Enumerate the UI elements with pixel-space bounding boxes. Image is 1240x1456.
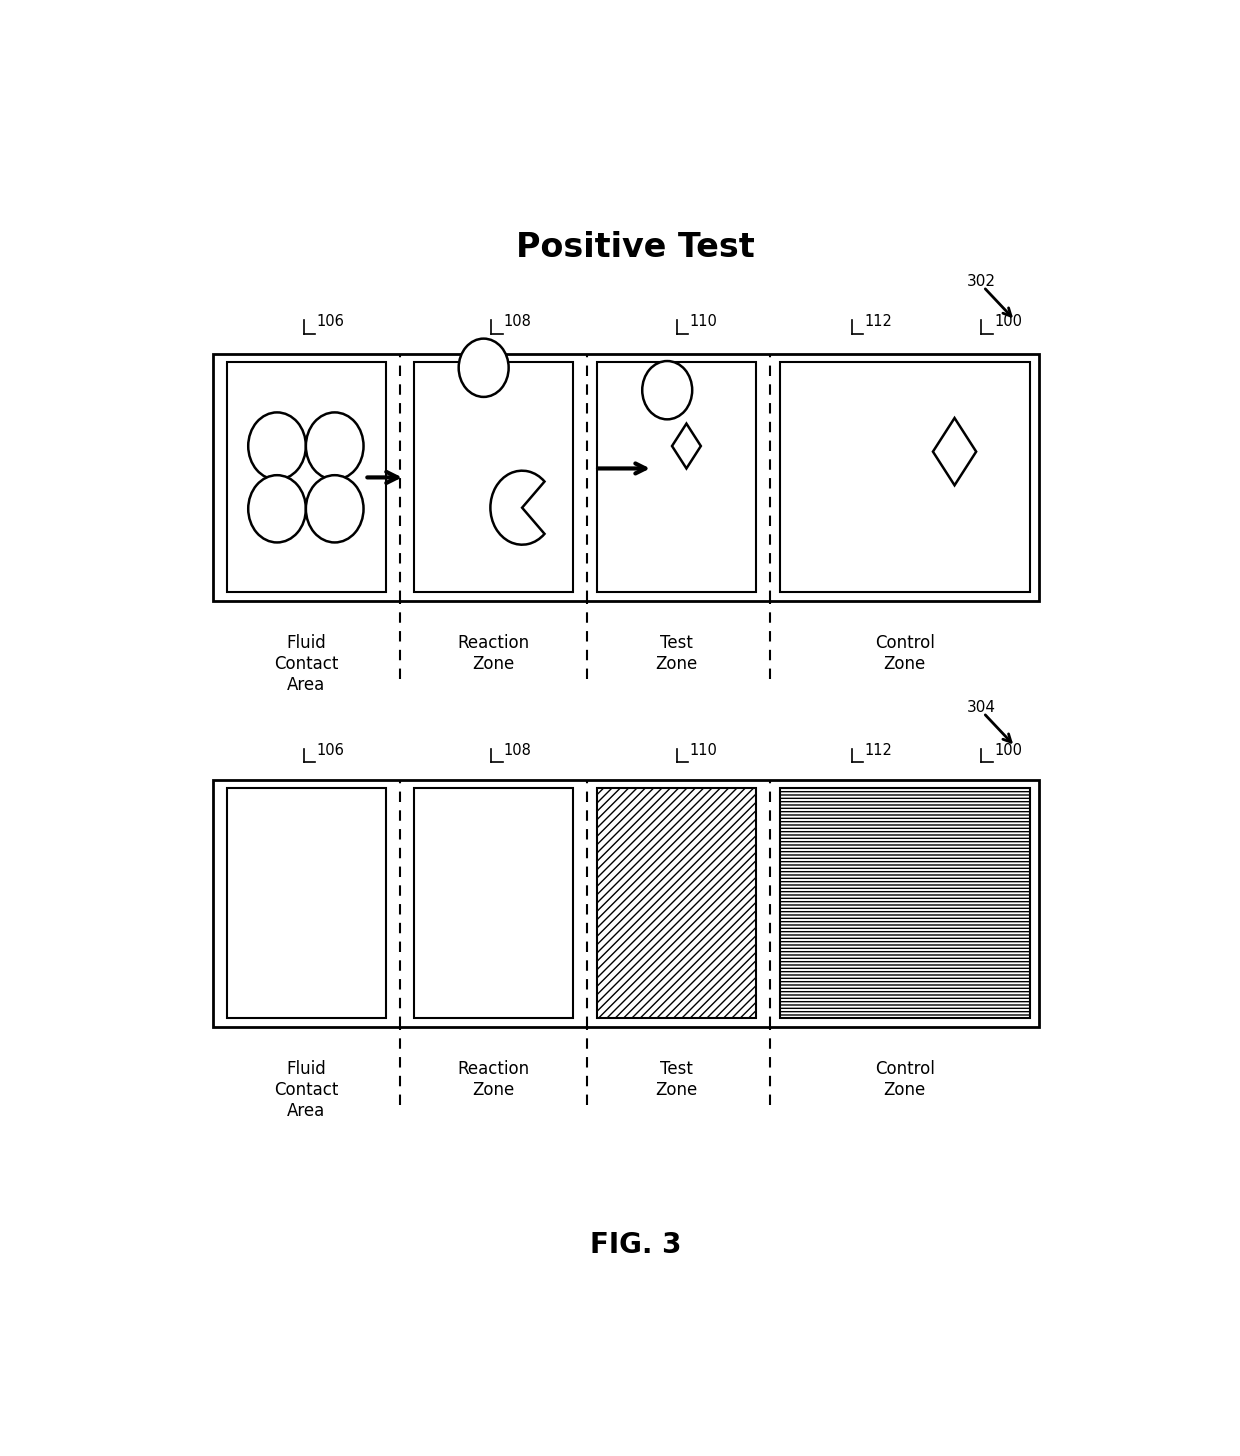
Circle shape (306, 412, 363, 479)
Bar (213, 354, 1039, 601)
Bar (596, 363, 755, 591)
Bar (213, 780, 1039, 1026)
Text: 100: 100 (994, 743, 1022, 757)
Wedge shape (490, 470, 544, 545)
Bar (414, 788, 573, 1018)
Text: 110: 110 (689, 314, 717, 329)
Text: 304: 304 (967, 700, 996, 715)
Circle shape (459, 339, 508, 397)
Text: 112: 112 (864, 743, 892, 757)
Text: 302: 302 (967, 274, 996, 288)
Text: 108: 108 (503, 743, 532, 757)
Text: Fluid
Contact
Area: Fluid Contact Area (274, 1060, 339, 1120)
Text: FIG. 3: FIG. 3 (590, 1232, 681, 1259)
Text: 112: 112 (864, 314, 892, 329)
Text: Fluid
Contact
Area: Fluid Contact Area (274, 635, 339, 695)
Text: 106: 106 (316, 743, 345, 757)
Circle shape (248, 412, 306, 479)
Circle shape (306, 475, 363, 543)
Bar (780, 788, 1029, 1018)
Bar (227, 363, 386, 591)
Circle shape (248, 475, 306, 543)
Polygon shape (672, 424, 701, 469)
Text: Control
Zone: Control Zone (874, 635, 935, 673)
Text: Test
Zone: Test Zone (656, 1060, 698, 1099)
Text: 100: 100 (994, 314, 1022, 329)
Text: Positive Test: Positive Test (516, 232, 755, 264)
Bar (414, 363, 573, 591)
Text: Reaction
Zone: Reaction Zone (458, 1060, 529, 1099)
Bar (227, 788, 386, 1018)
Bar (780, 363, 1029, 591)
Text: Reaction
Zone: Reaction Zone (458, 635, 529, 673)
Text: Test
Zone: Test Zone (656, 635, 698, 673)
Circle shape (642, 361, 692, 419)
Bar (596, 788, 755, 1018)
Text: 106: 106 (316, 314, 345, 329)
Polygon shape (932, 418, 976, 485)
Text: Control
Zone: Control Zone (874, 1060, 935, 1099)
Text: 108: 108 (503, 314, 532, 329)
Text: 110: 110 (689, 743, 717, 757)
